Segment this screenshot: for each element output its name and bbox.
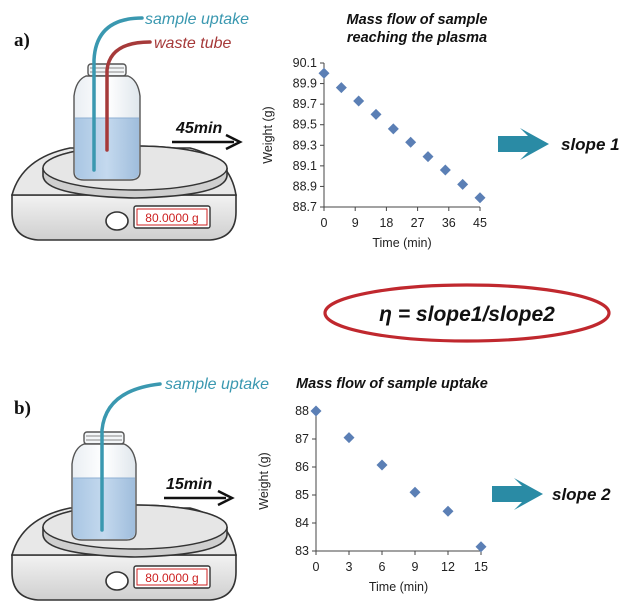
waste-tube-a xyxy=(105,40,152,152)
chart-a-x-tick-label: 9 xyxy=(352,216,359,230)
callout-waste-tube-a: waste tube xyxy=(154,35,231,52)
chart-a-x-tick-label: 45 xyxy=(473,216,487,230)
chart-a-data-point xyxy=(422,151,434,163)
chart-b-y-tick-label: 83 xyxy=(295,544,309,558)
scale-display-text-a: 80.0000 g xyxy=(145,211,198,225)
chart-a-y-tick-label: 89.7 xyxy=(293,97,317,111)
chart-b-data-point xyxy=(343,432,355,444)
chart-b-x-tick-label: 0 xyxy=(313,560,320,574)
chart-a-data-point xyxy=(439,164,451,176)
chart-b-y-tick-label: 84 xyxy=(295,516,309,530)
arrow-right-icon xyxy=(172,133,243,151)
panel-b: b) 80.0000 g sample uptake 15min xyxy=(10,376,611,601)
chart-a-y-tick-label: 89.3 xyxy=(293,138,317,152)
chart-a-data-point xyxy=(335,82,347,94)
chart-b-x-axis-label: Time (min) xyxy=(369,580,428,594)
chart-b-x-tick-label: 6 xyxy=(379,560,386,574)
chart-a-y-tick-label: 88.7 xyxy=(293,200,317,214)
formula-text: η = slope1/slope2 xyxy=(379,303,555,326)
chart-a-title-line: Mass flow of sample xyxy=(346,12,487,28)
chart-b-data-point xyxy=(442,505,454,517)
chart-a-data-point xyxy=(405,136,417,148)
chart-a-title-line: reaching the plasma xyxy=(347,30,487,46)
scale-display-text-b: 80.0000 g xyxy=(145,571,198,585)
chart-b-y-axis-label: Weight (g) xyxy=(257,452,271,509)
chart-a-data-point xyxy=(387,123,399,135)
chart-a-data-point xyxy=(474,192,486,204)
scale-display-b xyxy=(133,565,211,589)
chart-b: Mass flow of sample uptake 83 84 85 86 87 88 0 3… xyxy=(257,376,488,594)
chart-a-y-tick-label: 89.1 xyxy=(293,159,317,173)
chart-b-data-point xyxy=(475,541,487,553)
chart-a-x-tick-label: 18 xyxy=(379,216,393,230)
uptake-tube-a xyxy=(92,16,144,172)
chart-a-data-point xyxy=(457,178,469,190)
chart-a-data-point xyxy=(370,108,382,120)
chart-b-data-point xyxy=(409,486,421,498)
result-slope-1: slope 1 xyxy=(561,135,620,154)
chart-b-y-tick-label: 87 xyxy=(295,432,309,446)
chart-a-y-tick-label: 89.5 xyxy=(293,118,317,132)
sample-liquid-b xyxy=(73,478,135,539)
chart-b-y-tick-label: 85 xyxy=(295,488,309,502)
knob-icon xyxy=(105,571,129,591)
chart-a-y-axis-label: Weight (g) xyxy=(261,106,275,163)
chart-a-x-tick-label: 0 xyxy=(321,216,328,230)
scale-display-a xyxy=(133,205,211,229)
chart-a-x-tick-label: 27 xyxy=(411,216,425,230)
uptake-tube-b xyxy=(100,382,162,532)
block-arrow-icon xyxy=(498,128,549,160)
arrow-right-icon xyxy=(164,489,235,507)
sample-bottle-b xyxy=(71,431,137,541)
panel-b-label: b) xyxy=(14,398,31,419)
chart-b-x-tick-label: 12 xyxy=(441,560,455,574)
chart-a-x-tick-label: 36 xyxy=(442,216,456,230)
chart-b-y-tick-label: 86 xyxy=(295,460,309,474)
chart-a-y-tick-label: 89.9 xyxy=(293,77,317,91)
duration-label-a: 45min xyxy=(175,120,222,137)
chart-b-x-tick-label: 15 xyxy=(474,560,488,574)
panel-a-label: a) xyxy=(14,30,30,51)
chart-b-y-tick-label: 88 xyxy=(295,404,309,418)
chart-a-x-axis-label: Time (min) xyxy=(372,236,431,250)
chart-b-x-tick-label: 3 xyxy=(346,560,353,574)
knob-icon xyxy=(105,211,129,231)
chart-a-y-tick-label: 90.1 xyxy=(293,56,317,70)
chart-a-data-point xyxy=(353,95,365,107)
chart-a-y-tick-label: 88.9 xyxy=(293,179,317,193)
chart-a-data-point xyxy=(318,67,330,79)
callout-sample-uptake-a: sample uptake xyxy=(145,11,249,28)
callout-sample-uptake-b: sample uptake xyxy=(165,376,269,393)
chart-b-title-line: Mass flow of sample uptake xyxy=(296,376,488,392)
duration-label-b: 15min xyxy=(166,476,212,493)
chart-b-data-point xyxy=(310,405,322,417)
panel-a: a) 80.0000 g sa xyxy=(10,11,620,250)
chart-b-x-tick-label: 9 xyxy=(412,560,419,574)
chart-b-data-point xyxy=(376,459,388,471)
result-slope-2: slope 2 xyxy=(552,485,611,504)
block-arrow-icon xyxy=(492,478,543,510)
efficiency-formula: η = slope1/slope2 xyxy=(323,283,611,343)
chart-a: Mass flow of sample reaching the plasma 88… xyxy=(261,12,488,250)
